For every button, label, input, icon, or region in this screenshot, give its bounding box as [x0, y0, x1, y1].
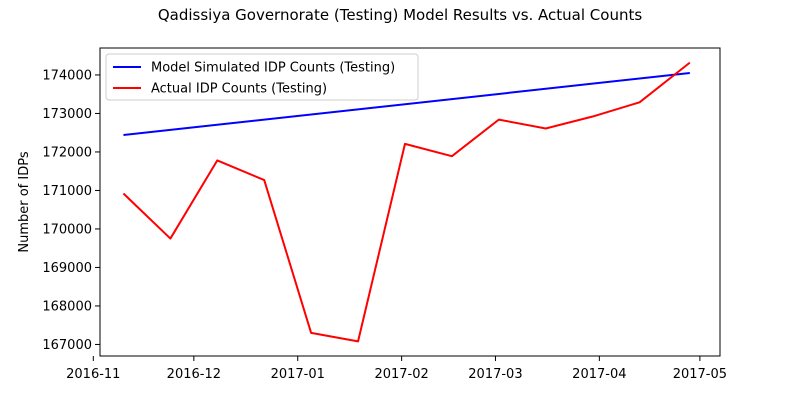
x-tick-label: 2017-02	[374, 367, 428, 382]
legend-label-2: Actual IDP Counts (Testing)	[151, 82, 327, 97]
x-tick-label: 2017-03	[468, 367, 522, 382]
y-tick-label: 173000	[42, 107, 92, 122]
x-tick-label: 2017-01	[271, 367, 325, 382]
y-tick-label: 174000	[42, 68, 92, 83]
x-tick-label: 2017-04	[572, 367, 626, 382]
x-tick-label: 2017-05	[673, 367, 727, 382]
y-tick-label: 172000	[42, 145, 92, 160]
legend-box	[105, 53, 419, 101]
legend-label-1: Model Simulated IDP Counts (Testing)	[151, 61, 395, 76]
x-tick-label: 2016-12	[167, 367, 221, 382]
series-layer	[122, 61, 691, 343]
series-line-2	[122, 61, 691, 343]
y-tick-label: 167000	[42, 338, 92, 353]
legend: Model Simulated IDP Counts (Testing) Actu…	[105, 53, 419, 101]
y-axis: 167000 168000 169000 170000 171000 172000 1730…	[42, 68, 100, 353]
y-tick-label: 171000	[42, 184, 92, 199]
x-tick-label: 2016-11	[66, 367, 120, 382]
y-tick-label: 168000	[42, 299, 92, 314]
y-tick-label: 169000	[42, 261, 92, 276]
x-axis: 2016-11 2016-12 2017-01 2017-02 2017-03 2017-…	[66, 356, 727, 382]
chart-title: Qadissiya Governorate (Testing) Model Re…	[158, 6, 643, 24]
series-line-1	[123, 72, 690, 137]
y-tick-label: 170000	[42, 222, 92, 237]
y-axis-label: Number of IDPs	[17, 151, 32, 252]
